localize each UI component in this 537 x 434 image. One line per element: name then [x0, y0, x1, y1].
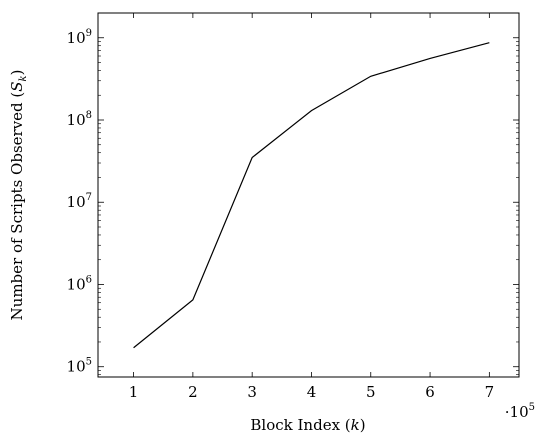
x-tick-label: 2	[188, 383, 198, 401]
series-line	[133, 42, 490, 349]
minor-ticks	[98, 12, 519, 375]
x-tick-label: 5	[366, 383, 376, 401]
y-tick-label: 108	[67, 110, 92, 129]
y-axis-label: Number of Scripts Observed (Sk)	[8, 70, 29, 321]
x-tick-label: 3	[247, 383, 257, 401]
x-tick-label: 4	[307, 383, 317, 401]
x-tick-label: 7	[485, 383, 495, 401]
x-axis-multiplier: ·105	[505, 402, 535, 421]
y-tick-label: 109	[67, 28, 92, 47]
x-axis-label: Block Index (k)	[250, 416, 365, 434]
x-ticks: 1 2 3 4 5 6 7	[129, 13, 494, 401]
y-tick-label: 106	[67, 274, 92, 293]
y-ticks: 105 106 107 108 109	[67, 28, 519, 376]
y-tick-label: 107	[67, 192, 92, 211]
plot-frame	[97, 12, 520, 378]
y-tick-label: 105	[67, 357, 92, 376]
x-tick-label: 1	[129, 383, 139, 401]
x-tick-label: 6	[425, 383, 435, 401]
